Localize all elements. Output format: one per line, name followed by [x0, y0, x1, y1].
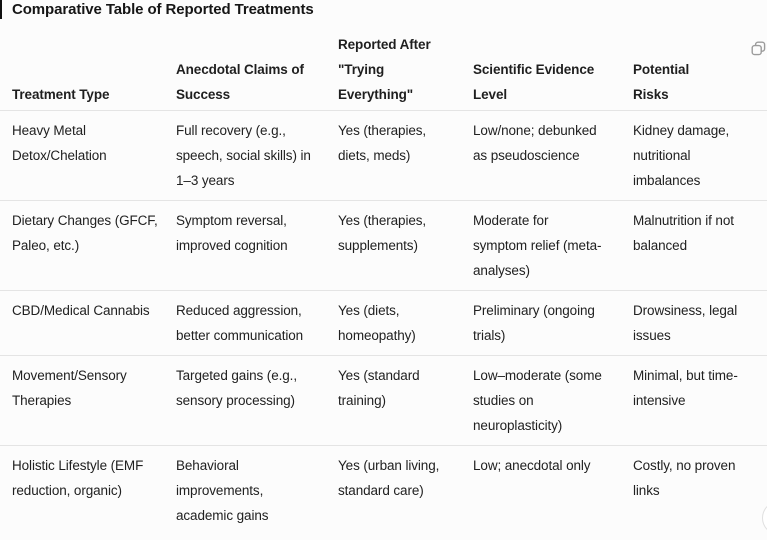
table-cell: CBD/Medical Cannabis [12, 302, 150, 318]
table-cell: Behavioral improvements, academic gains [176, 457, 269, 523]
table-row: Heavy Metal Detox/Chelation Full recovery… [0, 110, 767, 200]
table-cell: Movement/Sensory Therapies [12, 367, 127, 408]
table-cell: Yes (therapies, diets, meds) [338, 122, 427, 163]
table-cell: Preliminary (ongoing trials) [473, 302, 595, 343]
table-cell: Low–moderate (some studies on neuroplast… [473, 367, 602, 433]
table-cell: Minimal, but time- intensive [633, 367, 738, 408]
table-header-row: Treatment Type Anecdotal Claims of Succes… [0, 28, 767, 110]
table-cell: Low; anecdotal only [473, 457, 591, 473]
copy-button[interactable] [750, 40, 767, 57]
table-row: CBD/Medical Cannabis Reduced aggression, … [0, 290, 767, 355]
table-cell: Yes (standard training) [338, 367, 420, 408]
table-cell: Kidney damage, nutritional imbalances [633, 122, 730, 188]
table-body: Heavy Metal Detox/Chelation Full recovery… [0, 110, 767, 535]
header-cell-4: Potential Risks [633, 61, 690, 102]
table-cell: Malnutrition if not balanced [633, 212, 734, 253]
table-cell: Targeted gains (e.g., sensory processing… [176, 367, 297, 408]
table-cell: Drowsiness, legal issues [633, 302, 738, 343]
table-cell: Full recovery (e.g., speech, social skil… [176, 122, 311, 188]
header-cell-1: Anecdotal Claims of Success [176, 61, 304, 102]
table-cell: Low/none; debunked as pseudoscience [473, 122, 597, 163]
table-cell: Holistic Lifestyle (EMF reduction, organ… [12, 457, 144, 498]
copy-icon [750, 41, 767, 60]
header-cell-0: Treatment Type [12, 86, 110, 102]
table-cell: Symptom reversal, improved cognition [176, 212, 288, 253]
header-cell-2: Reported After "Trying Everything" [338, 36, 431, 102]
table-cell: Yes (therapies, supplements) [338, 212, 427, 253]
table-cell: Heavy Metal Detox/Chelation [12, 122, 107, 163]
table-cell: Yes (diets, homeopathy) [338, 302, 416, 343]
table-cell: Costly, no proven links [633, 457, 736, 498]
table-cell: Reduced aggression, better communication [176, 302, 304, 343]
table-cell: Yes (urban living, standard care) [338, 457, 440, 498]
treatments-table: Treatment Type Anecdotal Claims of Succes… [0, 28, 767, 535]
header-row: Treatment Type Anecdotal Claims of Succes… [0, 28, 767, 110]
table-row: Dietary Changes (GFCF, Paleo, etc.) Sympt… [0, 200, 767, 290]
page-title: Comparative Table of Reported Treatments [12, 1, 314, 18]
text-cursor-bar [0, 0, 2, 19]
table-row: Movement/Sensory Therapies Targeted gains… [0, 355, 767, 445]
table-cell: Dietary Changes (GFCF, Paleo, etc.) [12, 212, 158, 253]
table-row: Holistic Lifestyle (EMF reduction, organ… [0, 445, 767, 535]
header-cell-3: Scientific Evidence Level [473, 61, 595, 102]
table-cell: Moderate for symptom relief (meta- analy… [473, 212, 602, 278]
